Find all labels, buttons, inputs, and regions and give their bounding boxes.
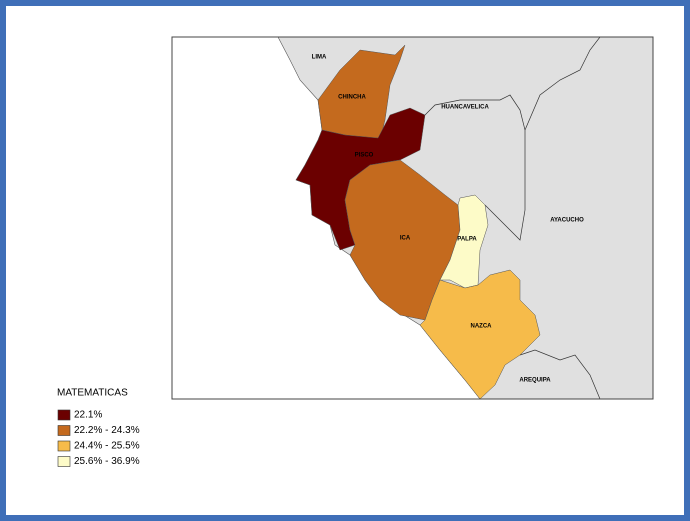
legend-label: 22.1%: [74, 410, 102, 421]
region-label: NAZCA: [471, 324, 493, 330]
region-label: CHINCHA: [338, 95, 366, 101]
map-area: LIMA CHINCHA PISCO HUANCAVELICA AYACUCHO…: [277, 37, 653, 399]
region-label: LIMA: [312, 55, 327, 61]
legend-label: 24.4% - 25.5%: [74, 441, 140, 452]
border: [519, 349, 601, 399]
legend: MATEMATICAS 22.1% 22.2% - 24.3% 24.4% - 25…: [57, 388, 140, 468]
region-label: ICA: [400, 236, 411, 242]
legend-swatch: [57, 440, 71, 452]
legend-label: 22.2% - 24.3%: [74, 425, 140, 436]
border: [524, 37, 601, 131]
region-label: HUANCAVELICA: [441, 105, 489, 111]
legend-swatch: [57, 456, 71, 467]
region-label: PISCO: [355, 153, 374, 159]
legend-swatch: [57, 409, 71, 421]
border: [424, 94, 526, 241]
region-label: AREQUIPA: [519, 378, 551, 384]
legend-swatch: [57, 425, 71, 436]
legend-title: MATEMATICAS: [57, 388, 128, 399]
map-frame: [171, 36, 654, 400]
legend-label: 25.6% - 36.9%: [74, 456, 140, 467]
region: [419, 269, 541, 399]
region-label: AYACUCHO: [550, 218, 584, 224]
region-label: PALPA: [457, 237, 477, 243]
